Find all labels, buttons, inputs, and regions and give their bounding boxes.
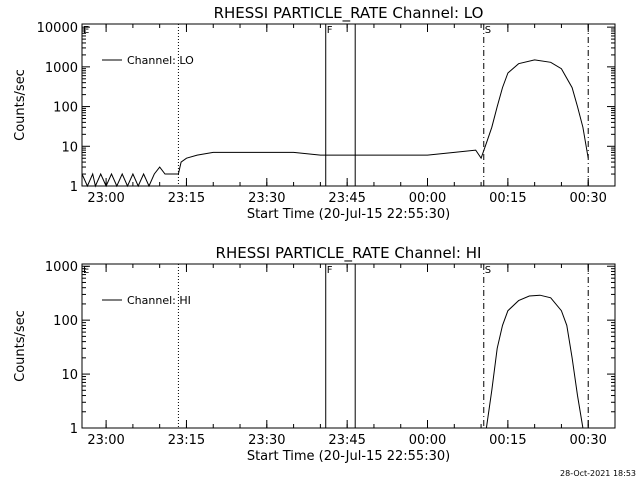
x-axis-label: Start Time (20-Jul-15 22:55:30) (247, 207, 450, 222)
y-tick-label: 10 (61, 140, 78, 155)
panel-lo: RHESSI PARTICLE_RATE Channel: LO 1 10 100 10… (13, 4, 616, 222)
chart-title: RHESSI PARTICLE_RATE Channel: LO (214, 4, 484, 23)
marker-label: F (327, 25, 333, 36)
x-tick-label: 23:45 (328, 191, 365, 206)
series-line (485, 294, 584, 429)
marker-label: S (485, 25, 491, 36)
marker-label: S (485, 265, 491, 276)
x-tick-label: 00:30 (569, 191, 606, 206)
x-tick-label: 00:15 (489, 191, 526, 206)
panel-hi: RHESSI PARTICLE_RATE Channel: HI 1 10 100 10… (13, 244, 616, 464)
x-tick-label: 00:15 (489, 433, 526, 448)
x-tick-label: 23:30 (248, 191, 285, 206)
x-tick-label: 00:00 (409, 191, 446, 206)
footer-timestamp: 28-Oct-2021 18:53 (560, 469, 636, 478)
plot-frame (81, 23, 616, 187)
marker-label: E (83, 265, 89, 276)
x-tick-label: 23:45 (328, 433, 365, 448)
marker-label: E (83, 25, 89, 36)
y-tick-label: 100 (53, 314, 78, 329)
y-tick-label: 10 (61, 368, 78, 383)
y-axis-label: Counts/sec (13, 69, 28, 141)
x-tick-label: 00:30 (569, 433, 606, 448)
y-tick-label: 10000 (37, 21, 78, 36)
y-tick-label: 1000 (45, 260, 78, 275)
x-tick-label: 00:00 (409, 433, 446, 448)
chart-title: RHESSI PARTICLE_RATE Channel: HI (216, 244, 482, 263)
x-tick-label: 23:00 (87, 433, 124, 448)
legend-label: Channel: LO (127, 54, 194, 67)
y-tick-label: 1 (70, 180, 78, 195)
x-axis-label: Start Time (20-Jul-15 22:55:30) (247, 449, 450, 464)
y-tick-label: 1 (70, 422, 78, 437)
y-axis-label: Counts/sec (13, 310, 28, 382)
y-tick-label: 100 (53, 101, 78, 116)
marker-label: F (327, 265, 333, 276)
x-tick-label: 23:00 (87, 191, 124, 206)
y-tick-label: 1000 (45, 61, 78, 76)
x-tick-label: 23:30 (248, 433, 285, 448)
series-line (81, 59, 589, 188)
plot-frame (81, 263, 616, 429)
legend-label: Channel: HI (127, 294, 191, 307)
x-tick-label: 23:15 (168, 433, 205, 448)
x-tick-label: 23:15 (168, 191, 205, 206)
